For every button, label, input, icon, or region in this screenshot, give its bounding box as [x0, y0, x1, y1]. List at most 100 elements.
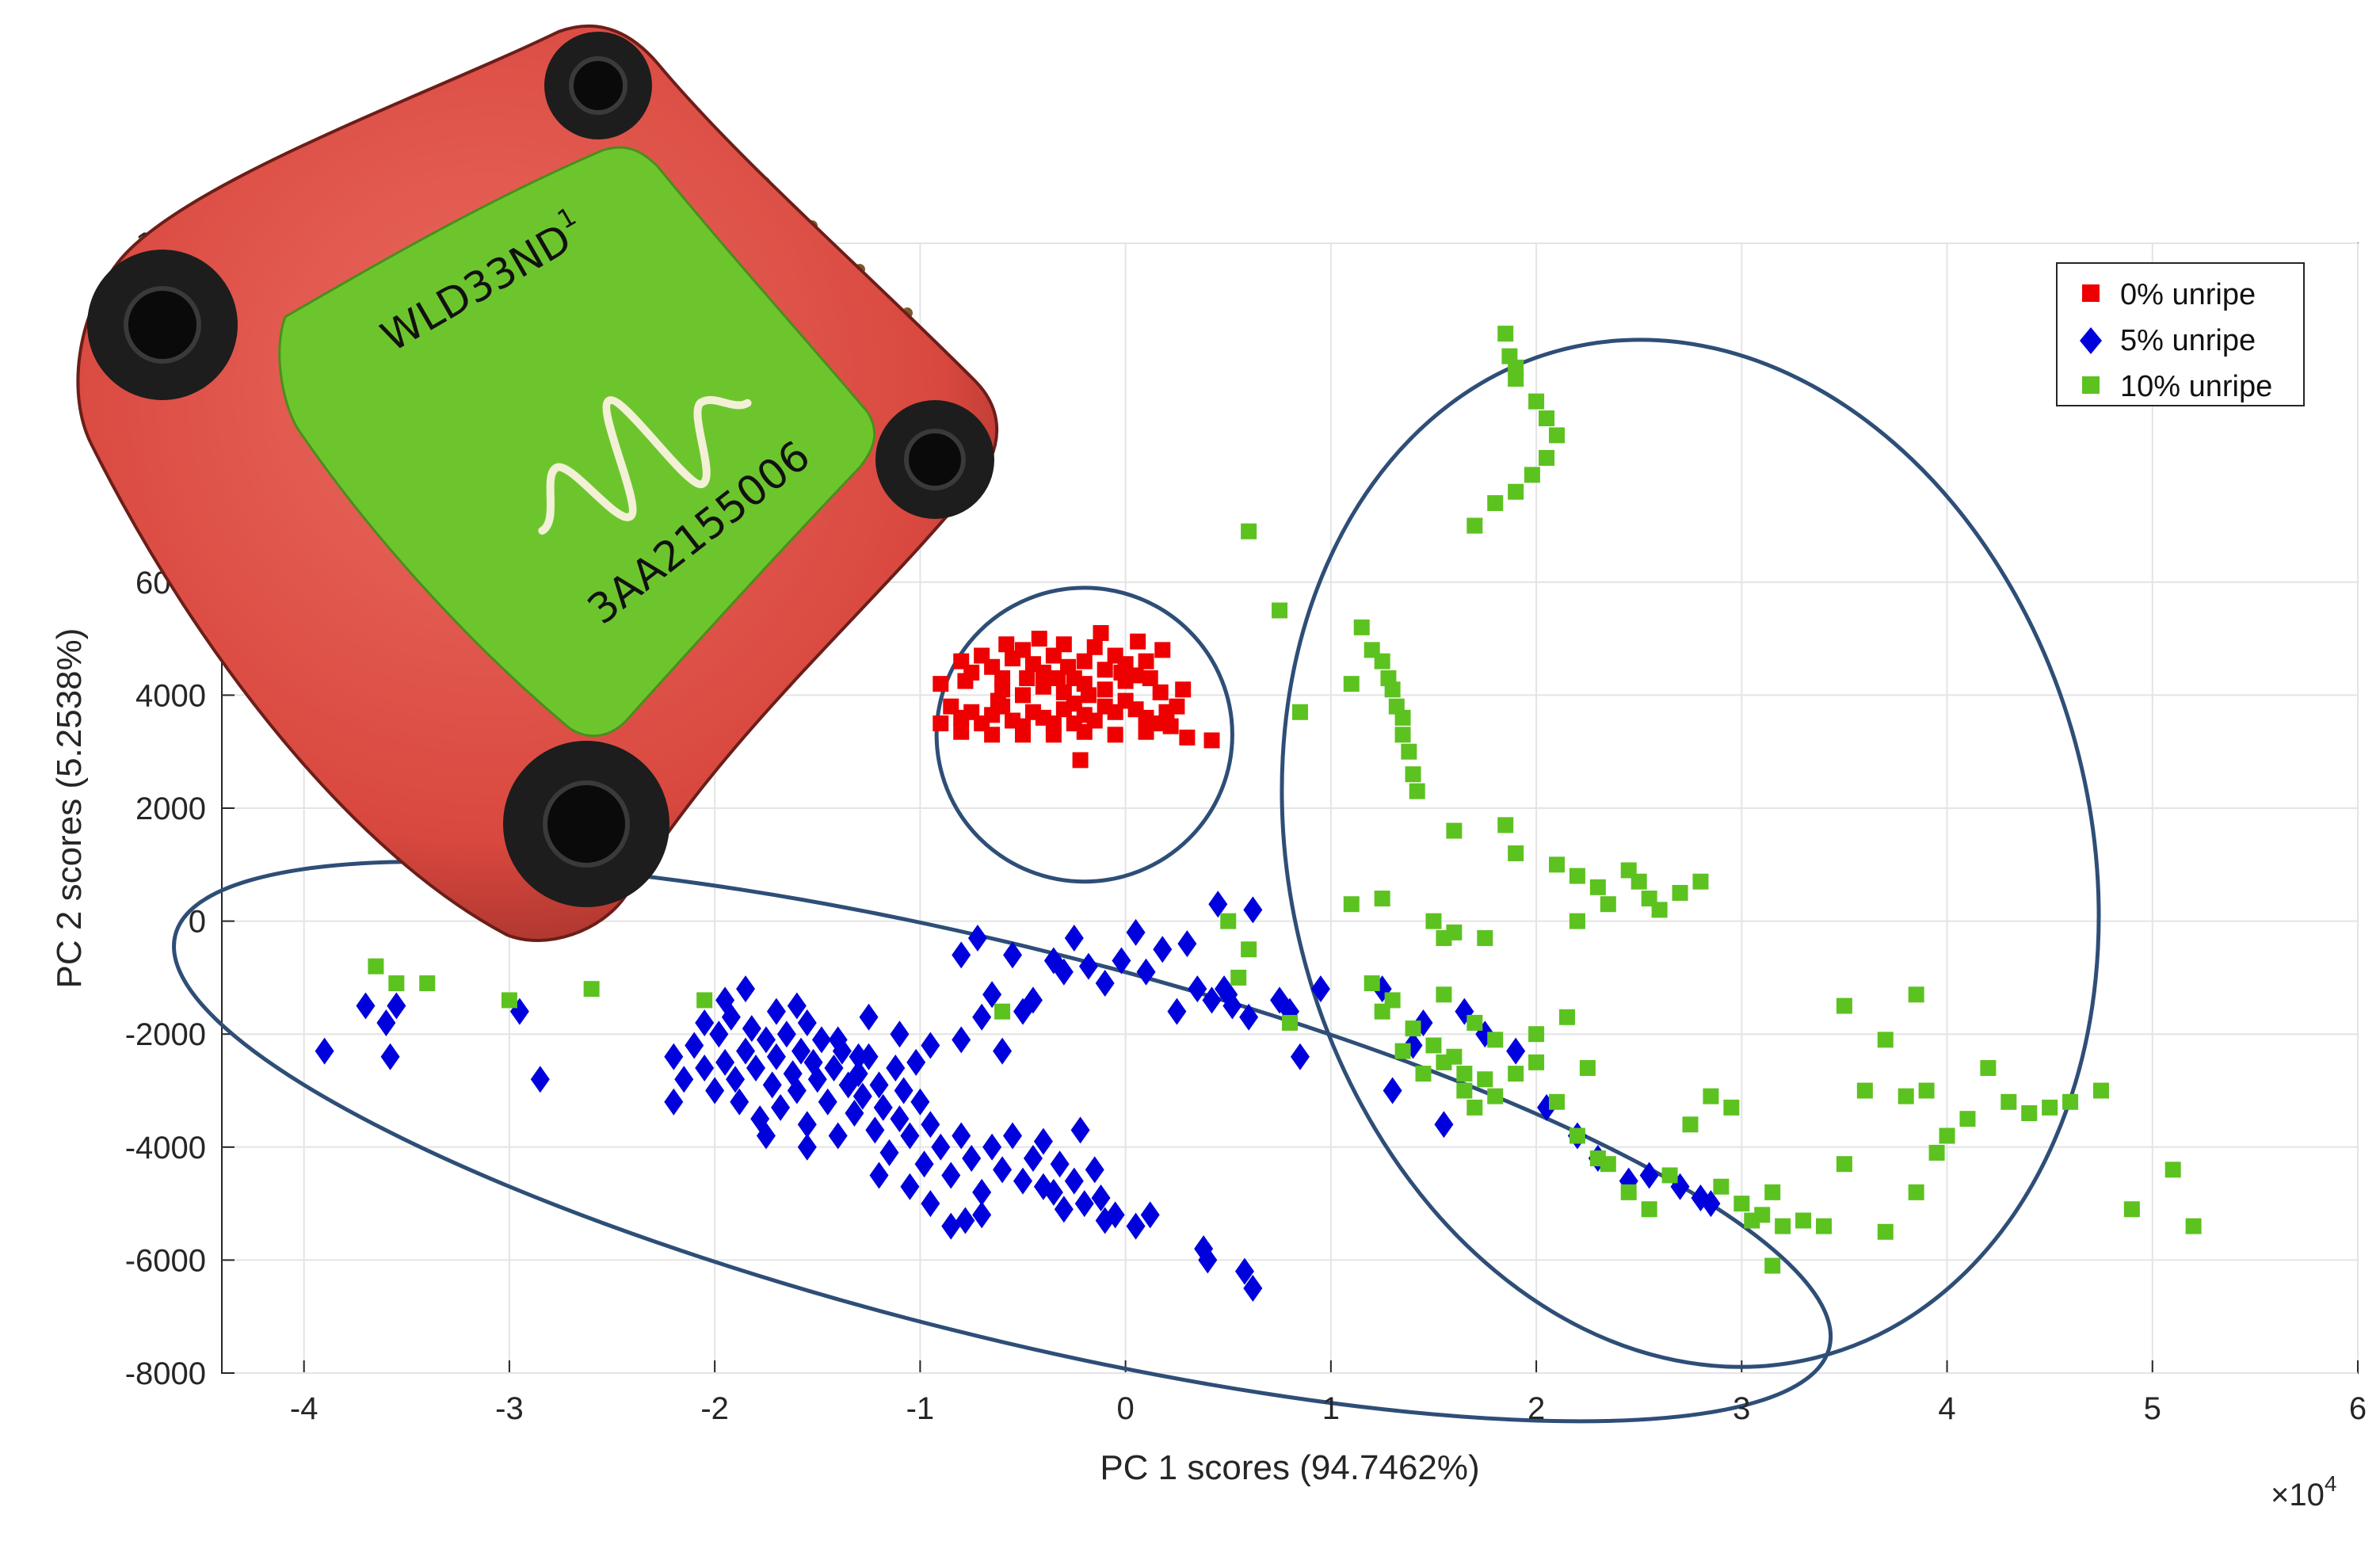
data-point-square — [1138, 653, 1154, 669]
data-point-diamond — [982, 981, 1002, 1009]
data-point-square — [1508, 483, 1524, 500]
data-point-square — [1692, 873, 1709, 890]
data-point-diamond — [695, 1054, 715, 1081]
data-point-diamond — [972, 1178, 992, 1206]
data-point-square — [1467, 1099, 1483, 1116]
data-point-diamond — [879, 1139, 899, 1166]
data-point-diamond — [1023, 1145, 1043, 1173]
data-point-square — [1487, 494, 1504, 511]
data-point-square — [990, 692, 1006, 709]
data-point-square — [1169, 698, 1185, 715]
data-point-square — [1579, 1059, 1596, 1076]
legend-marker-0pct — [2082, 284, 2100, 302]
data-point-diamond — [1070, 1116, 1090, 1144]
data-point-diamond — [1003, 941, 1023, 969]
data-point-square — [994, 1003, 1011, 1020]
data-point-square — [1918, 1082, 1935, 1099]
y-axis-label: PC 2 scores (5.2538%) — [50, 628, 89, 989]
data-point-diamond — [824, 1054, 844, 1081]
legend-label-5pct: 5% unripe — [2120, 324, 2256, 357]
chart-legend: 0% unripe 5% unripe 10% unripe — [2056, 262, 2305, 406]
data-point-diamond — [1290, 1043, 1310, 1070]
data-point-diamond — [1003, 1122, 1023, 1150]
data-point-square — [368, 958, 384, 975]
data-point-diamond — [1153, 936, 1173, 963]
data-point-diamond — [380, 1043, 400, 1070]
data-point-diamond — [921, 1111, 940, 1139]
data-point-square — [998, 636, 1015, 653]
data-point-square — [1282, 1014, 1298, 1031]
data-point-diamond — [530, 1066, 550, 1093]
data-point-diamond — [931, 1133, 951, 1161]
data-point-diamond — [910, 1088, 930, 1116]
data-point-diamond — [1136, 958, 1156, 986]
data-point-diamond — [315, 1037, 334, 1065]
data-point-square — [1415, 1066, 1432, 1082]
data-point-diamond — [845, 1100, 864, 1127]
data-point-square — [1877, 1032, 1894, 1048]
data-point-square — [2092, 1082, 2109, 1099]
data-point-square — [2062, 1093, 2079, 1110]
data-point-square — [1384, 681, 1401, 698]
data-point-square — [1836, 1156, 1852, 1173]
data-point-diamond — [859, 1003, 879, 1031]
data-point-diamond — [787, 992, 807, 1020]
y-tick-label: 1200 — [135, 227, 206, 261]
data-point-square — [1497, 817, 1514, 833]
data-point-diamond — [1208, 891, 1228, 918]
data-point-diamond — [762, 1071, 782, 1099]
data-point-square — [1456, 1066, 1473, 1082]
data-point-square — [1528, 1026, 1545, 1043]
data-point-square — [2000, 1093, 2017, 1110]
data-point-square — [1015, 687, 1031, 704]
data-point-square — [1528, 393, 1545, 410]
data-point-diamond — [1112, 947, 1131, 975]
data-point-square — [1877, 1223, 1894, 1240]
data-point-diamond — [849, 1060, 868, 1088]
data-point-square — [1343, 676, 1360, 692]
data-point-diamond — [1023, 986, 1043, 1014]
data-point-square — [1558, 1009, 1575, 1025]
data-point-square — [1959, 1111, 1976, 1127]
data-point-square — [1401, 743, 1417, 760]
data-point-diamond — [1085, 1156, 1104, 1184]
data-point-diamond — [1177, 930, 1197, 958]
data-point-diamond — [993, 1037, 1013, 1065]
data-point-square — [1908, 1184, 1924, 1200]
data-point-square — [1764, 1184, 1781, 1200]
data-point-diamond — [921, 1190, 940, 1218]
data-point-square — [1409, 783, 1425, 799]
data-point-diamond — [797, 1111, 817, 1139]
data-point-square — [2185, 1218, 2202, 1234]
data-point-diamond — [756, 1122, 776, 1150]
data-point-square — [1549, 427, 1565, 444]
data-point-diamond — [705, 1077, 725, 1104]
data-point-diamond — [797, 1133, 817, 1161]
data-point-square — [1162, 718, 1179, 734]
data-point-diamond — [726, 1066, 746, 1093]
data-point-square — [1467, 1014, 1483, 1031]
data-point-diamond — [1243, 1275, 1263, 1303]
series-0-unripe — [933, 624, 1220, 769]
data-point-square — [1641, 1201, 1657, 1218]
data-point-square — [1497, 326, 1514, 342]
data-point-square — [1477, 1071, 1493, 1088]
data-point-square — [1508, 1066, 1524, 1082]
data-point-square — [1175, 681, 1192, 698]
x-tick-label: 1 — [1322, 1391, 1340, 1426]
data-point-square — [1672, 884, 1688, 901]
x-tick-labels: -4 -3 -2 -1 0 1 2 3 4 5 6 — [290, 1391, 2367, 1426]
data-point-diamond — [715, 1048, 735, 1076]
data-point-square — [1055, 684, 1072, 700]
data-point-diamond — [1126, 918, 1146, 946]
data-point-diamond — [730, 1088, 749, 1116]
data-point-square — [1631, 873, 1647, 890]
data-point-square — [1795, 1212, 1812, 1229]
data-point-diamond — [1054, 958, 1074, 986]
data-point-diamond — [955, 1207, 975, 1234]
data-point-square — [1394, 727, 1411, 743]
legend-marker-10pct — [2082, 376, 2100, 394]
data-point-square — [1076, 653, 1093, 669]
